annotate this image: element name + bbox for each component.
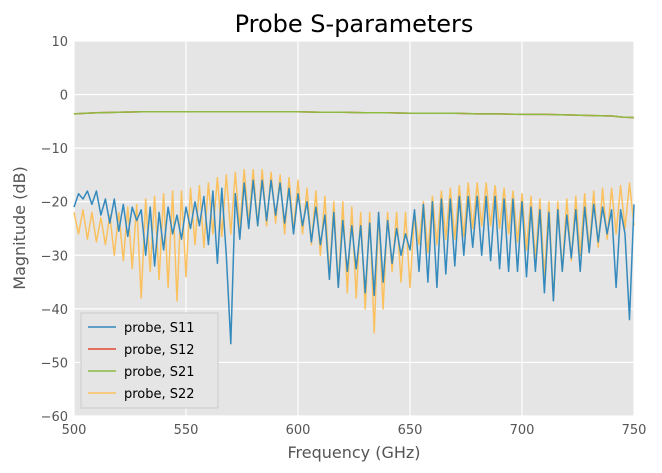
legend-label: probe, S11 bbox=[124, 321, 195, 336]
y-axis-label: Magnitude (dB) bbox=[10, 166, 29, 289]
y-tick-label: −30 bbox=[41, 249, 68, 264]
chart-title: Probe S-parameters bbox=[235, 10, 474, 38]
x-tick-label: 750 bbox=[622, 423, 647, 438]
y-tick-label: 0 bbox=[60, 89, 68, 104]
x-tick-label: 550 bbox=[174, 423, 199, 438]
x-tick-label: 650 bbox=[398, 423, 423, 438]
x-tick-label: 500 bbox=[62, 423, 87, 438]
x-tick-label: 600 bbox=[286, 423, 311, 438]
y-tick-label: −60 bbox=[41, 410, 68, 425]
legend-label: probe, S21 bbox=[124, 365, 195, 380]
legend-label: probe, S22 bbox=[124, 387, 195, 402]
x-tick-labels: 500 550 600 650 700 750 bbox=[62, 423, 647, 438]
series-line-probe-s11 bbox=[73, 179, 635, 345]
y-tick-label: −50 bbox=[41, 356, 68, 371]
y-tick-labels: 10 0 −10 −20 −30 −40 −50 −60 bbox=[41, 35, 68, 425]
x-axis-label: Frequency (GHz) bbox=[287, 443, 420, 462]
series-lines bbox=[73, 110, 635, 345]
legend-label: probe, S12 bbox=[124, 343, 195, 358]
y-tick-label: −20 bbox=[41, 196, 68, 211]
legend-box bbox=[80, 312, 219, 409]
legend: probe, S11 probe, S12 probe, S21 probe, S22 bbox=[80, 312, 219, 409]
series-line-probe-s21 bbox=[73, 110, 635, 119]
y-tick-label: −10 bbox=[41, 142, 68, 157]
y-tick-label: −40 bbox=[41, 303, 68, 318]
x-tick-label: 700 bbox=[510, 423, 535, 438]
y-tick-label: 10 bbox=[51, 35, 68, 50]
